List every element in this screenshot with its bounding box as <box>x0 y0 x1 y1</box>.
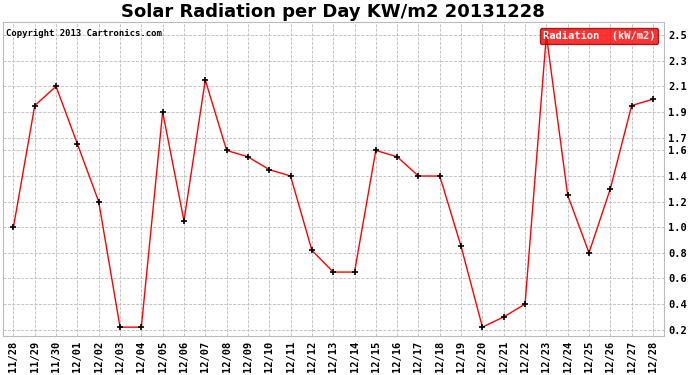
Legend: Radiation  (kW/m2): Radiation (kW/m2) <box>540 27 658 44</box>
Text: Copyright 2013 Cartronics.com: Copyright 2013 Cartronics.com <box>6 28 162 38</box>
Title: Solar Radiation per Day KW/m2 20131228: Solar Radiation per Day KW/m2 20131228 <box>121 3 545 21</box>
